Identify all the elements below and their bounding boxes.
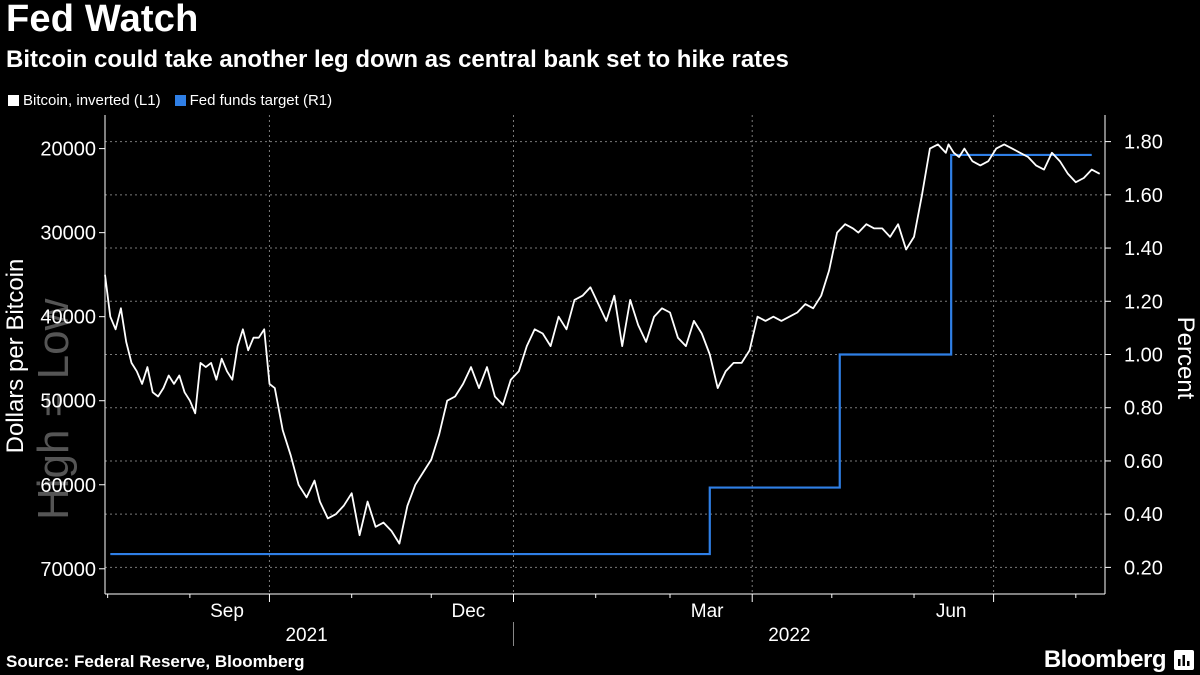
- right-tick-label: 1.80: [1124, 132, 1163, 154]
- right-tick-label: 0.60: [1124, 451, 1163, 473]
- legend-label-bitcoin: Bitcoin, inverted (L1): [23, 92, 161, 109]
- watermark-text: High = Low: [29, 298, 78, 520]
- right-tick-label: 0.40: [1124, 504, 1163, 526]
- x-tick-label: Mar: [691, 601, 724, 622]
- chart-subtitle: Bitcoin could take another leg down as c…: [6, 46, 789, 73]
- legend-item-bitcoin: Bitcoin, inverted (L1): [8, 92, 161, 109]
- right-tick-label: 0.80: [1124, 398, 1163, 420]
- series-line-fed-funds: [110, 153, 1092, 556]
- left-tick-label: 40000: [40, 307, 96, 329]
- left-tick-label: 70000: [40, 559, 96, 581]
- bloomberg-terminal-icon: [1174, 650, 1194, 670]
- brand-logo-text: Bloomberg: [1043, 646, 1167, 673]
- left-tick-label: 50000: [40, 391, 96, 413]
- x-tick-label: Jun: [936, 601, 967, 622]
- chart-title: Fed Watch: [6, 0, 199, 40]
- series-line-bitcoin: [104, 143, 1101, 545]
- left-tick-label: 30000: [40, 223, 96, 245]
- legend: Bitcoin, inverted (L1) Fed funds target …: [8, 92, 346, 109]
- legend-item-fed-funds: Fed funds target (R1): [174, 92, 333, 109]
- right-tick-label: 1.60: [1124, 185, 1163, 207]
- legend-swatch-fed-funds: [174, 95, 186, 106]
- right-tick-label: 1.00: [1124, 345, 1163, 367]
- right-tick-label: 0.20: [1124, 557, 1163, 579]
- y-axis-title-right: Percent: [1172, 317, 1199, 400]
- x-tick-label: Sep: [210, 601, 244, 622]
- x-year-label: 2021: [285, 625, 327, 646]
- right-tick-label: 1.20: [1124, 291, 1163, 313]
- right-tick-label: 1.40: [1124, 238, 1163, 260]
- left-tick-label: 20000: [40, 139, 96, 161]
- legend-label-fed-funds: Fed funds target (R1): [189, 92, 333, 109]
- source-note: Source: Federal Reserve, Bloomberg: [6, 652, 305, 671]
- x-year-label: 2022: [768, 625, 810, 646]
- legend-swatch-bitcoin: [8, 95, 19, 106]
- y-axis-title-left: Dollars per Bitcoin: [2, 259, 29, 454]
- x-tick-label: Dec: [451, 601, 485, 622]
- left-tick-label: 60000: [40, 475, 96, 497]
